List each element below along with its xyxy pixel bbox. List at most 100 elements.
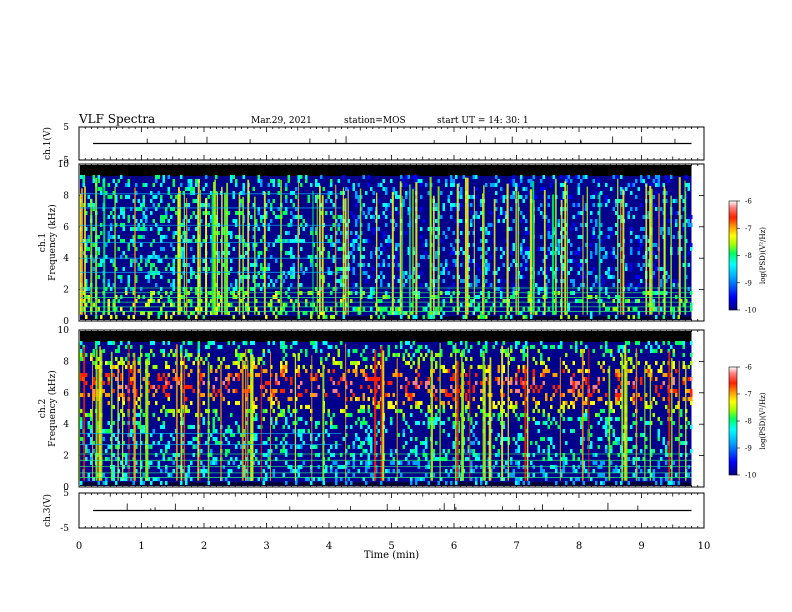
spectrogram-cell: [347, 468, 350, 473]
spectrogram-cell: [447, 472, 450, 477]
spectrogram-cell: [317, 384, 320, 389]
spectrogram-cell: [237, 428, 240, 433]
spectrogram-cell: [235, 218, 238, 223]
spectrogram-cell: [427, 380, 430, 385]
spectrogram-cell: [520, 412, 523, 417]
spectrogram-cell: [415, 178, 418, 183]
spectrogram-cell: [582, 460, 585, 465]
spectrogram-cell: [377, 182, 380, 187]
spectrogram-cell: [390, 178, 393, 183]
spectrogram-cell: [427, 424, 430, 429]
spectrogram-cell: [372, 396, 375, 401]
spectrogram-cell: [565, 206, 568, 211]
spectrogram-cell: [250, 214, 253, 219]
spectrogram-cell: [285, 480, 288, 485]
spectrogram-cell: [457, 420, 460, 425]
spectrogram-cell: [640, 278, 643, 283]
spectrogram-cell: [505, 238, 508, 243]
spectrogram-cell: [500, 186, 503, 191]
spectrogram-cell: [515, 340, 518, 345]
spectrogram-cell: [357, 360, 360, 365]
spectrogram-cell: [285, 420, 288, 425]
spectrogram-cell: [272, 408, 275, 413]
spectrogram-cell: [350, 380, 353, 385]
spectrogram-cell: [612, 254, 615, 259]
spectrogram-cell: [282, 302, 285, 307]
spectrogram-cell: [187, 182, 190, 187]
spectrogram-cell: [620, 360, 623, 365]
spectrogram-cell: [130, 206, 133, 211]
spectrogram-cell: [165, 266, 168, 271]
spectrogram-cell: [365, 480, 368, 485]
spectrogram-cell: [190, 274, 193, 279]
spectrogram-cell: [105, 242, 108, 247]
spectrogram-cell: [222, 226, 225, 231]
spectrogram-cell: [502, 262, 505, 267]
spectrogram-cell: [240, 274, 243, 279]
spectrogram-cell: [92, 178, 95, 183]
spectrogram-cell: [322, 278, 325, 283]
spectrogram-cell: [370, 214, 373, 219]
spectrogram-cell: [655, 182, 658, 187]
spectrogram-cell: [417, 456, 420, 461]
spectrogram-cell: [655, 174, 658, 179]
spectrogram-cell: [165, 448, 168, 453]
spectrogram-cell: [340, 190, 343, 195]
spectrogram-cell: [370, 250, 373, 255]
spectrogram-cell: [445, 468, 448, 473]
spectrogram-cell: [200, 356, 203, 361]
spectrogram-cell: [447, 392, 450, 397]
spectrogram-cell: [190, 424, 193, 429]
spectrogram-cell: [485, 182, 488, 187]
spectrogram-cell: [547, 222, 550, 227]
spectrogram-cell: [440, 306, 443, 311]
spectrogram-cell: [577, 186, 580, 191]
spectrogram-cell: [360, 404, 363, 409]
spectrogram-cell: [150, 310, 153, 315]
spectrogram-cell: [335, 472, 338, 477]
spectrogram-cell: [135, 246, 138, 251]
spectrogram-cell: [117, 344, 120, 349]
spectrogram-cell: [460, 278, 463, 283]
spectrogram-cell: [405, 440, 408, 445]
spectrogram-cell: [365, 448, 368, 453]
spectrogram-cell: [360, 460, 363, 465]
spectrogram-cell: [550, 234, 553, 239]
spectrogram-cell: [417, 344, 420, 349]
spectrogram-cell: [317, 452, 320, 457]
spectrogram-cell: [330, 234, 333, 239]
spectrogram-cell: [380, 310, 383, 315]
spectrogram-cell: [510, 294, 513, 299]
spectrogram-cell: [465, 340, 468, 345]
spectrogram-cell: [330, 344, 333, 349]
spectrogram-cell: [362, 392, 365, 397]
spectrogram-cell: [572, 258, 575, 263]
spectrogram-cell: [355, 234, 358, 239]
spectrogram-cell: [122, 420, 125, 425]
spectrogram-cell: [502, 250, 505, 255]
spectrogram-cell: [162, 246, 165, 251]
spectrogram-cell: [477, 314, 480, 319]
spectrogram-cell: [387, 282, 390, 287]
start-time-label: start UT = 14: 30: 1: [437, 116, 529, 126]
spectrogram-cell: [282, 356, 285, 361]
spectrogram-cell: [320, 274, 323, 279]
spectrogram-cell: [317, 432, 320, 437]
spectrogram-cell: [110, 194, 113, 199]
spectrogram-cell: [155, 270, 158, 275]
spectrogram-cell: [215, 428, 218, 433]
spectrogram-cell: [182, 254, 185, 259]
spectrogram-cell: [97, 246, 100, 251]
spectrogram-cell: [595, 250, 598, 255]
spectrogram-cell: [475, 262, 478, 267]
spectrogram-cell: [547, 226, 550, 231]
spectrogram-cell: [497, 376, 500, 381]
spectrogram-cell: [325, 468, 328, 473]
spectrogram-cell: [305, 348, 308, 353]
spectrogram-cell: [110, 226, 113, 231]
spectrogram-cell: [492, 444, 495, 449]
spectrogram-cell: [187, 218, 190, 223]
spectrogram-cell: [630, 266, 633, 271]
spectrogram-cell: [150, 270, 153, 275]
spectrogram-cell: [477, 246, 480, 251]
